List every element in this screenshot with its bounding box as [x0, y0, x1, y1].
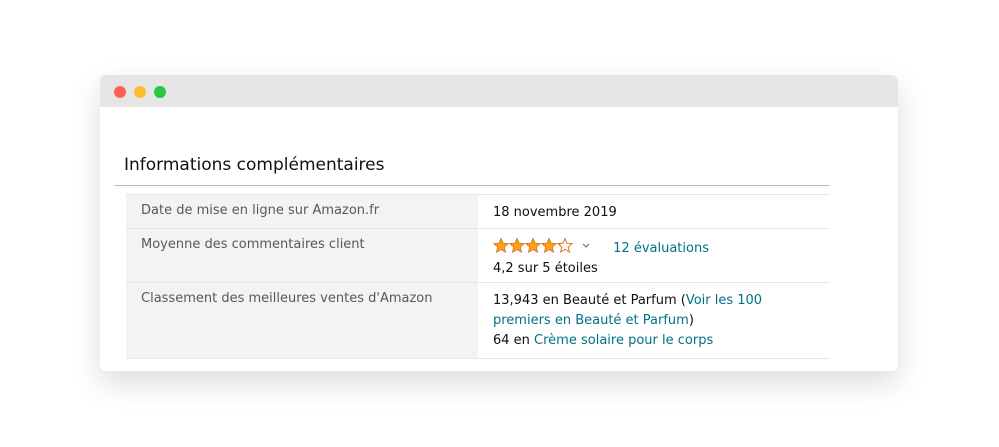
row-label: Moyenne des commentaires client — [126, 229, 478, 283]
close-button[interactable] — [114, 86, 126, 98]
star-rating[interactable] — [492, 237, 603, 255]
rank-text: 64 en — [493, 333, 535, 348]
row-value: 18 novembre 2019 — [493, 205, 617, 220]
star-outline — [508, 237, 526, 254]
row-label: Classement des meilleures ventes d'Amazo… — [126, 283, 478, 358]
table-row: Moyenne des commentaires client 12 évalu… — [126, 228, 830, 283]
table-row: Date de mise en ligne sur Amazon.fr 18 n… — [126, 194, 830, 229]
minimize-button[interactable] — [134, 86, 146, 98]
rank-text: ) — [688, 313, 694, 328]
rank-line: 64 en Crème solaire pour le corps — [493, 331, 823, 351]
section-heading: Informations complémentaires — [124, 155, 385, 175]
zoom-button[interactable] — [154, 86, 166, 98]
row-label: Date de mise en ligne sur Amazon.fr — [126, 195, 478, 229]
reviews-link[interactable]: 12 évaluations — [613, 241, 709, 256]
category-link[interactable]: Crème solaire pour le corps — [534, 333, 714, 348]
star-outline — [492, 237, 510, 254]
table-row: Classement des meilleures ventes d'Amazo… — [126, 282, 830, 359]
dropdown-chevron[interactable] — [582, 243, 590, 248]
row-value: 12 évaluations 4,2 sur 5 étoiles — [492, 237, 823, 279]
rank-text: 13,943 en Beauté et Parfum ( — [493, 293, 686, 308]
star-outline — [524, 237, 542, 254]
rating-summary: 4,2 sur 5 étoiles — [493, 261, 598, 276]
divider — [114, 185, 830, 186]
category-link[interactable]: Voir les 100 premiers en Beauté et Parfu… — [493, 293, 763, 328]
star-outline — [540, 237, 558, 254]
star-outline — [556, 237, 574, 254]
browser-window: Informations complémentaires Date de mis… — [100, 75, 898, 371]
title-bar — [100, 75, 898, 107]
rank-line: 13,943 en Beauté et Parfum (Voir les 100… — [493, 291, 823, 331]
row-value: 13,943 en Beauté et Parfum (Voir les 100… — [493, 291, 823, 351]
star-fill — [493, 238, 561, 253]
